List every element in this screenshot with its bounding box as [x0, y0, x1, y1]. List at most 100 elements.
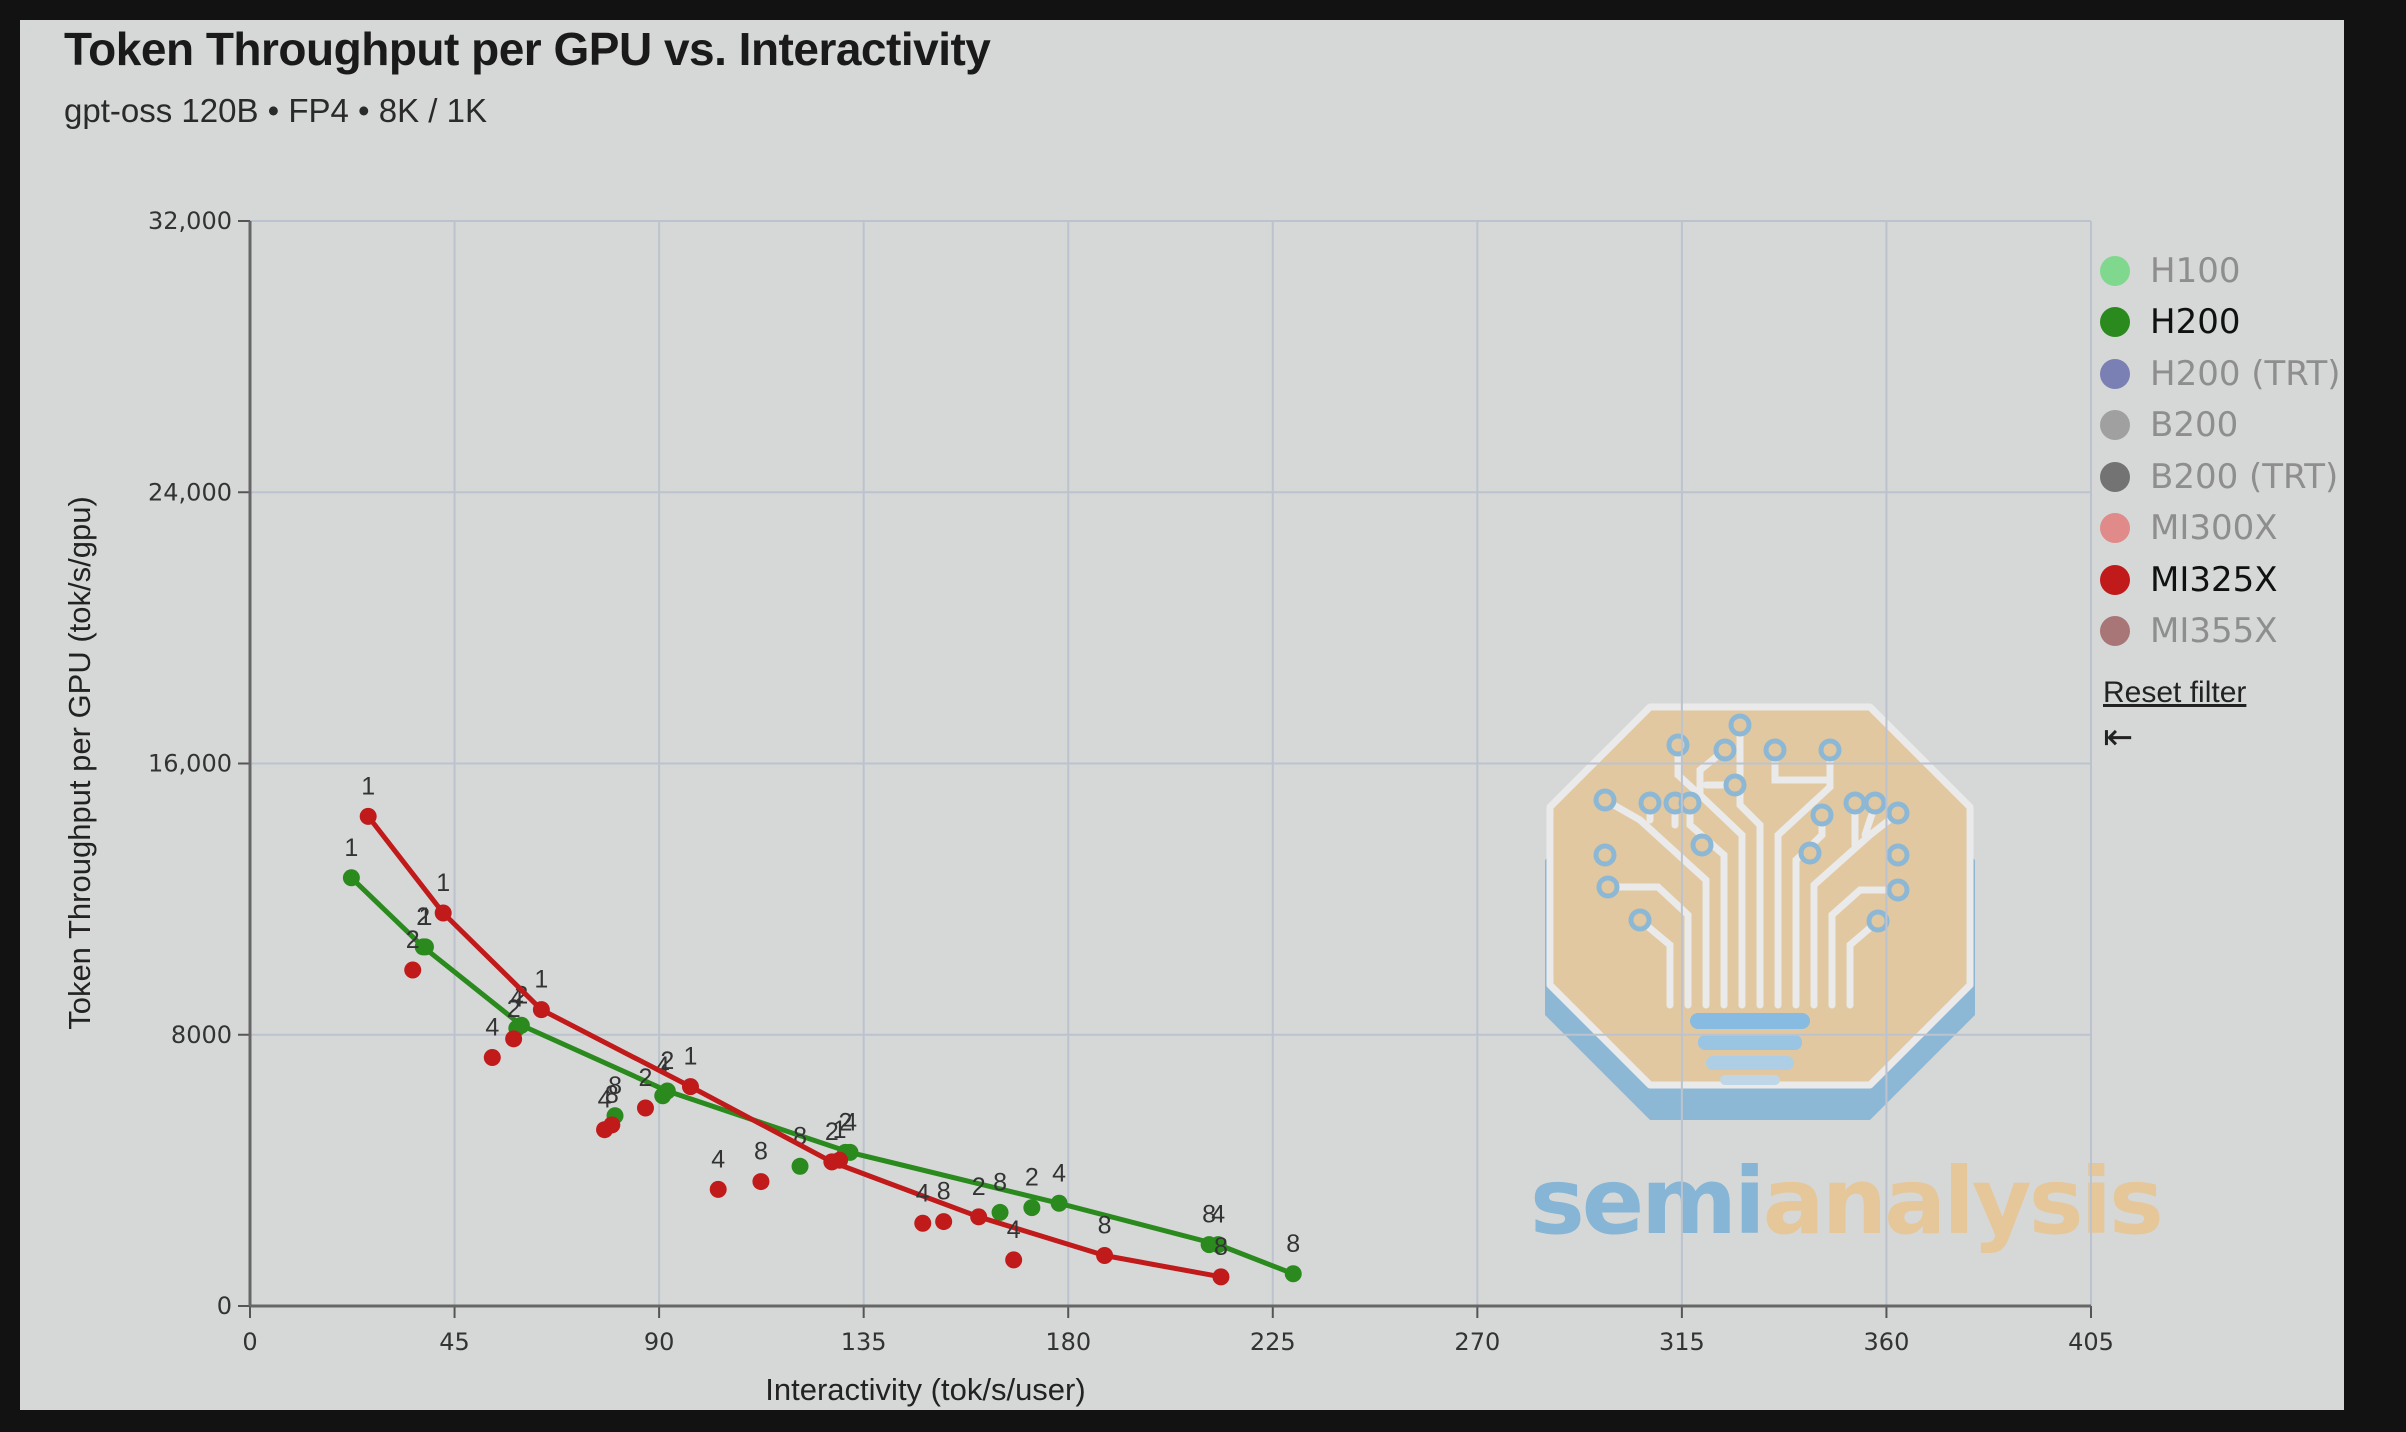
point-label: 4 [843, 1108, 857, 1136]
frontier-line [366, 814, 1222, 1280]
point-label: 4 [598, 1086, 612, 1114]
y-tick-label: 16,000 [148, 750, 232, 778]
legend-item-mi355x[interactable]: MI355X [2100, 606, 2341, 658]
y-tick-label: 24,000 [148, 478, 232, 506]
data-point[interactable] [342, 869, 360, 887]
data-point[interactable] [970, 1208, 988, 1226]
x-tick-label: 405 [2068, 1328, 2114, 1356]
chart-panel [20, 20, 2344, 1410]
point-label: 2 [660, 1047, 674, 1075]
data-point[interactable] [681, 1078, 699, 1096]
y-tick-label: 8000 [171, 1021, 232, 1049]
collapse-legend-icon[interactable]: ⇤ [2103, 716, 2134, 757]
y-axis-label: Token Throughput per GPU (tok/s/gpu) [62, 496, 97, 1030]
legend-item-mi300x[interactable]: MI300X [2100, 503, 2341, 555]
point-label: 1 [419, 903, 433, 931]
legend-dot-icon [2100, 564, 2130, 595]
data-point[interactable] [416, 938, 434, 956]
legend-item-b200[interactable]: B200 [2100, 400, 2341, 452]
legend-label: H200 (TRT) [2150, 353, 2341, 394]
legend-item-mi325x[interactable]: MI325X [2100, 554, 2341, 606]
point-label: 2 [406, 926, 420, 954]
legend-dot-icon [2100, 461, 2130, 492]
data-point[interactable] [935, 1213, 953, 1231]
legend-dot-icon [2100, 513, 2130, 544]
legend-item-h100[interactable]: H100 [2100, 245, 2341, 297]
point-label: 8 [605, 1081, 619, 1109]
x-tick-label: 225 [1250, 1328, 1296, 1356]
point-label: 2 [507, 995, 521, 1023]
point-label: 8 [1202, 1201, 1216, 1229]
x-tick-label: 0 [242, 1328, 257, 1356]
point-label: 4 [711, 1145, 725, 1173]
data-point[interactable] [991, 1203, 1009, 1221]
legend-dot-icon [2100, 307, 2130, 338]
data-point[interactable] [658, 1082, 676, 1100]
legend-dot-icon [2100, 358, 2130, 389]
wordmark-semi: semi [1530, 1148, 1766, 1255]
x-tick-label: 360 [1864, 1328, 1910, 1356]
point-label: 8 [608, 1072, 622, 1100]
x-tick-label: 180 [1045, 1328, 1091, 1356]
chart-subtitle: gpt-oss 120B • FP4 • 8K / 1K [64, 92, 487, 129]
data-point[interactable] [1284, 1265, 1302, 1283]
x-axis-label: Interactivity (tok/s/user) [765, 1372, 1085, 1407]
x-tick-label: 90 [644, 1328, 675, 1356]
data-point[interactable] [1050, 1194, 1068, 1212]
data-point[interactable] [914, 1214, 932, 1232]
data-point[interactable] [1209, 1236, 1227, 1254]
data-point[interactable] [1096, 1246, 1114, 1264]
legend: H100 H200 H200 (TRT) B200 B200 (TRT) MI300X MI… [2100, 245, 2341, 657]
legend-label: H100 [2150, 250, 2241, 291]
data-point[interactable] [831, 1151, 849, 1169]
legend-dot-icon [2100, 410, 2130, 441]
reset-filter-link[interactable]: Reset filter [2103, 676, 2247, 709]
legend-item-b200-trt[interactable]: B200 (TRT) [2100, 451, 2341, 503]
chart-title: Token Throughput per GPU vs. Interactivi… [64, 23, 991, 75]
point-label: 4 [485, 1013, 499, 1041]
data-point[interactable] [1005, 1251, 1023, 1269]
legend-item-h200-trt[interactable]: H200 (TRT) [2100, 348, 2341, 400]
frontier-line [349, 875, 1295, 1277]
data-point[interactable] [709, 1180, 727, 1198]
data-point[interactable] [636, 1099, 654, 1117]
point-label: 1 [534, 966, 548, 994]
data-point[interactable] [791, 1157, 809, 1175]
data-point[interactable] [404, 961, 422, 979]
data-point[interactable] [483, 1048, 501, 1066]
semianalysis-logo-icon [1545, 703, 1975, 1120]
point-label: 8 [754, 1138, 768, 1166]
legend-label: B200 [2150, 405, 2239, 446]
point-label: 8 [1098, 1211, 1112, 1239]
x-tick-label: 135 [841, 1328, 887, 1356]
data-point[interactable] [752, 1173, 770, 1191]
data-point[interactable] [359, 807, 377, 825]
point-label: 8 [993, 1168, 1007, 1196]
data-point[interactable] [1212, 1268, 1230, 1286]
legend-label: B200 (TRT) [2150, 456, 2339, 497]
x-tick-label: 270 [1454, 1328, 1500, 1356]
legend-item-h200[interactable]: H200 [2100, 297, 2341, 349]
point-label: 2 [972, 1173, 986, 1201]
point-label: 4 [1052, 1159, 1066, 1187]
x-tick-label: 315 [1659, 1328, 1705, 1356]
data-point[interactable] [1023, 1199, 1041, 1217]
point-label: 2 [825, 1118, 839, 1146]
semianalysis-wordmark: semianalysis [1530, 1148, 2164, 1255]
legend-label: MI325X [2150, 559, 2278, 600]
data-point[interactable] [603, 1116, 621, 1134]
legend-dot-icon [2100, 255, 2130, 286]
x-tick-label: 45 [439, 1328, 470, 1356]
data-point[interactable] [532, 1001, 550, 1019]
data-point[interactable] [512, 1016, 530, 1034]
point-label: 8 [1214, 1233, 1228, 1261]
point-label: 2 [639, 1064, 653, 1092]
data-point[interactable] [434, 904, 452, 922]
legend-label: H200 [2150, 302, 2241, 343]
point-label: 1 [684, 1043, 698, 1071]
data-point[interactable] [505, 1030, 523, 1048]
point-label: 4 [1007, 1216, 1021, 1244]
point-label: 8 [937, 1178, 951, 1206]
